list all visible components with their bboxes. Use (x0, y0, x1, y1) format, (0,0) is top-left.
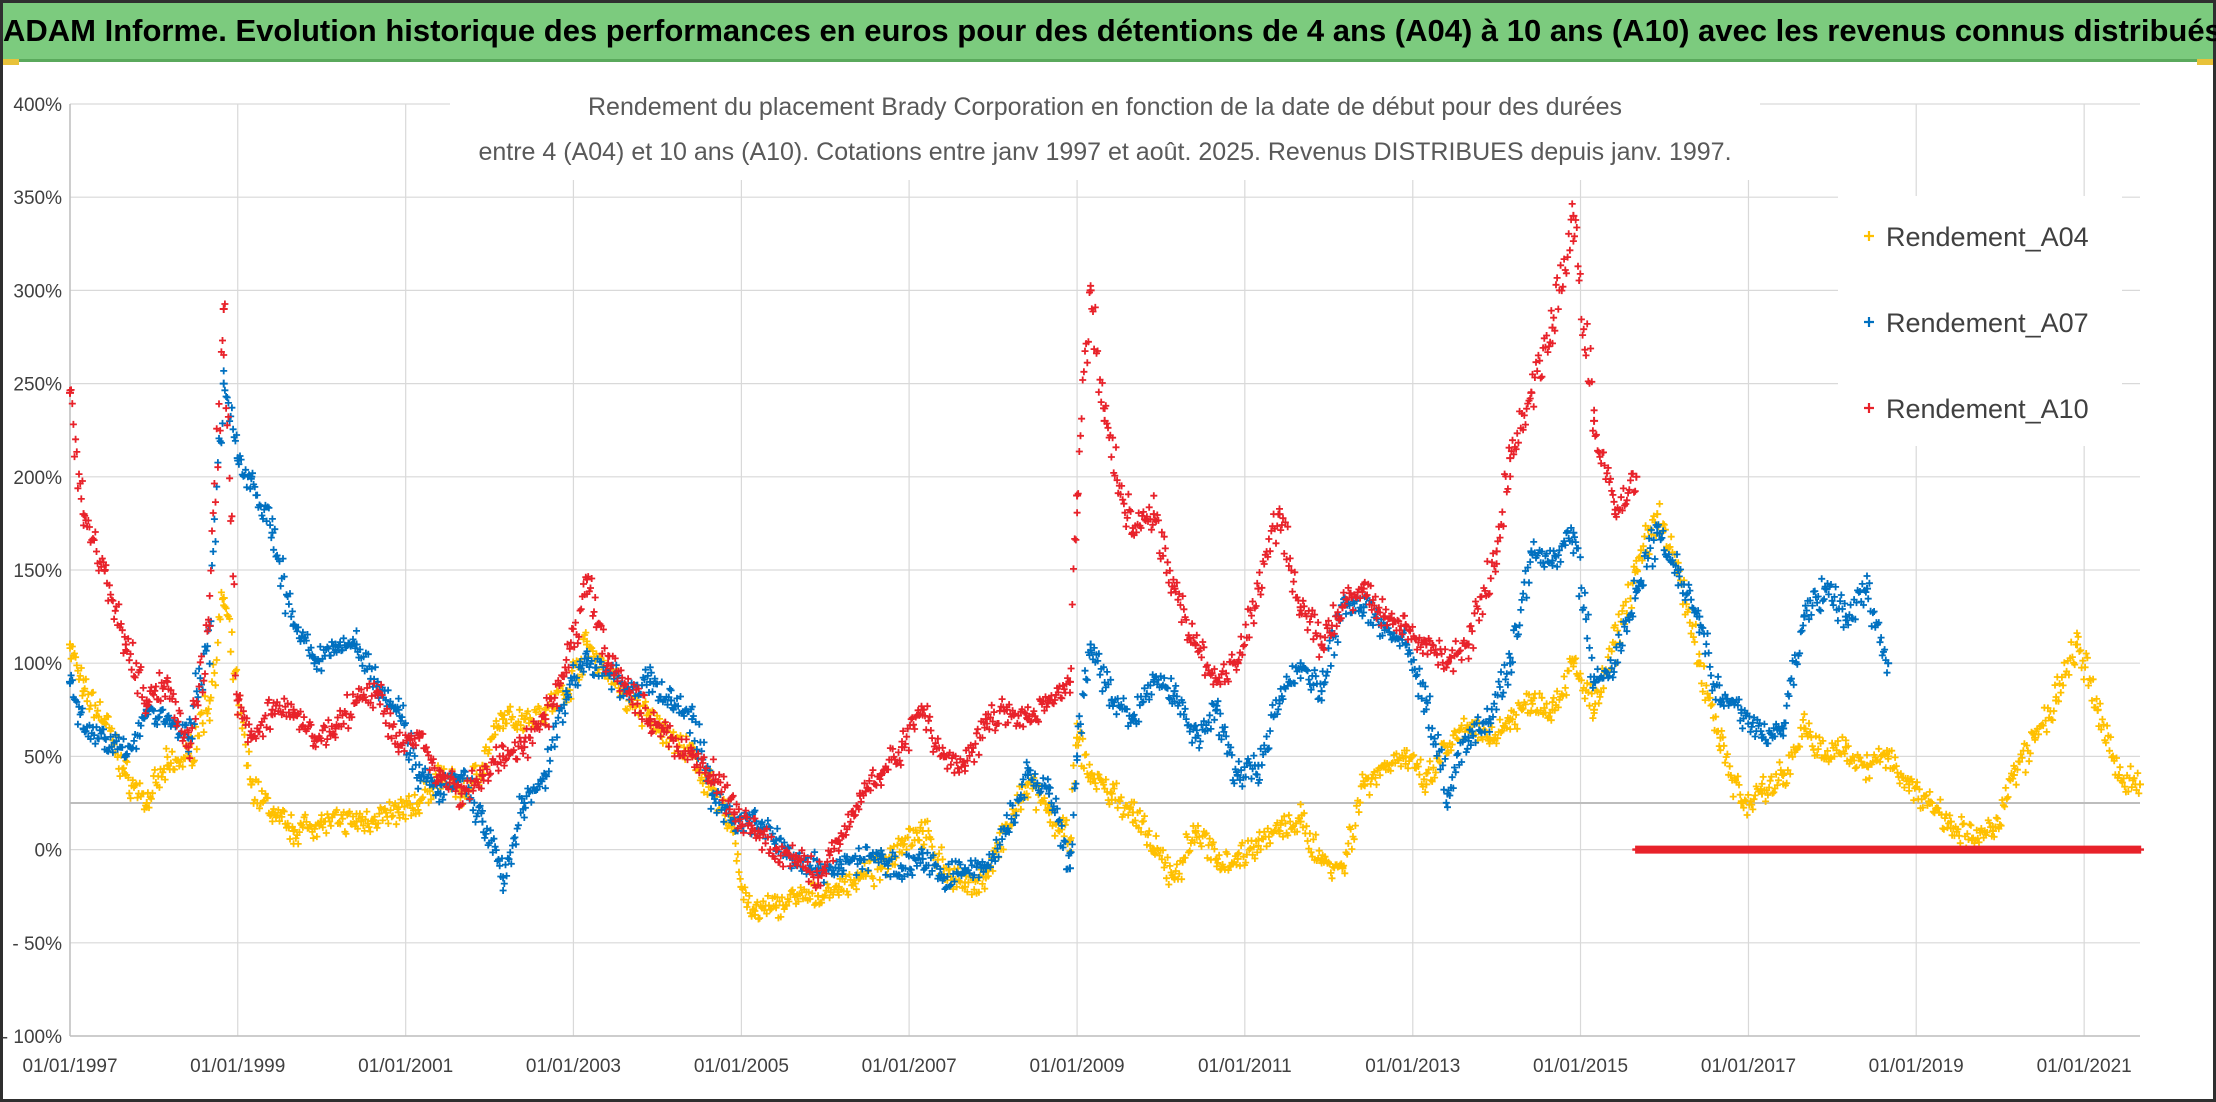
x-tick-label: 01/01/2017 (1701, 1056, 1796, 1077)
series-scatter-Rendement_A04 (66, 500, 2143, 923)
legend-background (1838, 196, 2122, 446)
y-tick-label: 400% (13, 95, 62, 116)
x-tick-label: 01/01/2009 (1030, 1056, 1125, 1077)
data-point (1073, 491, 1082, 500)
data-point (1590, 416, 1599, 425)
data-point (233, 696, 242, 705)
report-title: ADAM Informe. Evolution historique des p… (3, 13, 2216, 48)
chart-gridlines (69, 103, 2140, 1037)
x-axis-ticks: 01/01/1997 01/01/1999 01/01/2001 01/01/2003… (22, 1056, 2131, 1077)
legend-label: Rendement_A04 (1886, 222, 2089, 252)
x-tick-label: 01/01/2013 (1365, 1056, 1460, 1077)
corner-accent-left (3, 59, 19, 65)
series-scatter-Rendement_A10 (66, 200, 1639, 892)
data-point (219, 379, 228, 388)
data-point (219, 593, 228, 602)
x-tick-label: 01/01/1999 (190, 1056, 285, 1077)
x-tick-label: 01/01/2015 (1533, 1056, 1628, 1077)
x-tick-label: 01/01/2007 (862, 1056, 957, 1077)
corner-accent-right (2197, 59, 2213, 65)
legend-label: Rendement_A07 (1886, 308, 2089, 338)
y-tick-label: 200% (13, 468, 62, 489)
y-tick-label: 50% (24, 747, 62, 768)
data-point (1569, 528, 1578, 537)
x-tick-label: 01/01/2011 (1198, 1056, 1292, 1077)
x-tick-label: 01/01/2003 (526, 1056, 621, 1077)
chart-legend: Rendement_A04 Rendement_A07 Rendement_A10 (1838, 196, 2122, 446)
data-point (1569, 211, 1578, 220)
legend-marker (1864, 317, 1874, 327)
chart-title-background (450, 84, 1760, 180)
data-point (1317, 687, 1326, 696)
y-tick-label: - 100% (2, 1027, 62, 1048)
series-Rendement_A04 (66, 500, 2144, 923)
y-tick-label: 350% (13, 188, 62, 209)
data-point (562, 668, 571, 677)
data-point (79, 510, 88, 519)
report-banner: ADAM Informe. Evolution historique des p… (3, 3, 2216, 62)
y-axis-ticks: 400% 350% 300% 250% 200% 150% 100% 50% 0% - 50% - … (2, 95, 62, 1048)
y-tick-label: 250% (13, 375, 62, 396)
x-tick-label: 01/01/1997 (22, 1056, 117, 1077)
series-scatter-Rendement_A07 (66, 367, 1891, 894)
zero-segment-points (1632, 845, 2144, 854)
series-Rendement_A07 (66, 367, 1893, 894)
data-point (1506, 454, 1515, 463)
x-tick-label: 01/01/2021 (2037, 1056, 2132, 1077)
x-tick-label: 01/01/2001 (358, 1056, 453, 1077)
y-tick-label: - 50% (12, 934, 62, 955)
chart-title-line-2: entre 4 (A04) et 10 ans (A10). Cotations… (478, 138, 1731, 166)
chart-points (66, 200, 2144, 923)
legend-marker (1864, 231, 1874, 241)
series-Rendement_A10 (66, 200, 1641, 892)
data-point (541, 771, 550, 780)
data-point (1296, 659, 1305, 668)
y-tick-label: 300% (13, 281, 62, 302)
data-point (499, 715, 508, 724)
data-point (478, 817, 487, 826)
legend-marker (1864, 403, 1874, 413)
data-point (289, 826, 298, 835)
legend-label: Rendement_A10 (1886, 394, 2089, 424)
y-tick-label: 100% (13, 654, 62, 675)
y-tick-label: 150% (13, 561, 62, 582)
data-point (1170, 687, 1179, 696)
data-point (520, 799, 529, 807)
y-tick-label: 0% (35, 841, 63, 862)
data-point (219, 305, 228, 314)
x-tick-label: 01/01/2005 (694, 1056, 789, 1077)
chart-title-line-1: Rendement du placement Brady Corporation… (588, 93, 1622, 121)
x-tick-label: 01/01/2019 (1869, 1056, 1964, 1077)
data-point (1045, 789, 1054, 798)
